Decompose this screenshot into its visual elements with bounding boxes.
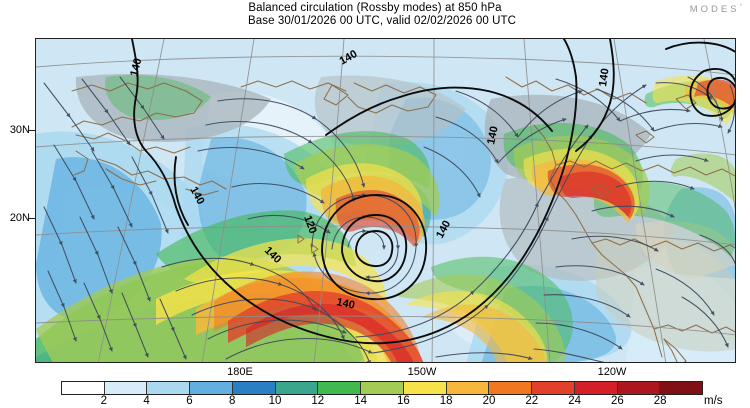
colorbar-swatch [361,382,404,394]
colorbar-swatch [275,382,319,394]
title-block: Balanced circulation (Rossby modes) at 8… [0,2,750,28]
colorbar-swatch [532,382,575,394]
colorbar-tick-label: 28 [653,395,667,407]
figure-subtitle: Base 30/01/2026 00 UTC, valid 02/02/2026… [247,15,517,27]
x-tick-label-120w: 120W [597,366,627,378]
colorbar-swatch [232,382,276,394]
colorbar-swatch [660,382,703,394]
y-tick-mark-20n [29,218,35,220]
contour-label-140: 140 [128,57,144,78]
colorbar-swatch [489,382,533,394]
x-tick-label-150w: 150W [407,366,437,378]
colorbar-tick-label: 8 [228,395,236,407]
colorbar-swatch [147,382,191,394]
colorbar-tick-label: 12 [311,395,325,407]
colorbar-swatch [318,382,362,394]
colorbar-unit-label: m/s [704,395,723,407]
figure-title: Balanced circulation (Rossby modes) at 8… [248,2,502,14]
colorbar-swatch [62,382,105,394]
colorbar-tick-label: 24 [568,395,581,407]
colorbar-tick-label: 10 [268,395,282,407]
colorbar-tick-label: 18 [439,395,453,407]
colorbar-tick-label: 22 [525,395,539,407]
map-plot-area[interactable]: 140 140 140 140 140 140 140 140 120 [35,38,736,363]
colorbar-swatch [617,382,661,394]
colorbar-tick-label: 20 [482,395,496,407]
colorbar-tick-label: 2 [100,395,107,407]
colorbar-tick-label: 16 [396,395,410,407]
contour-label-140: 140 [485,125,501,145]
colorbar-tick-label: 6 [186,395,193,407]
modes-logo-text: MODES [689,4,740,16]
y-tick-label-30n: 30N [9,124,30,136]
modes-logo: MODES° [690,4,742,15]
contour-label-120: 120 [301,214,319,235]
colorbar-swatch [446,382,490,394]
colorbar-tick-label: 4 [143,395,150,407]
contour-label-140: 140 [597,68,611,88]
colorbar-swatch [190,382,233,394]
colorbar-swatch [403,382,447,394]
x-tick-label-180e: 180E [227,366,253,378]
modes-logo-mark: ° [739,4,742,10]
colorbar-swatch [104,382,148,394]
colorbar-tick-label: 14 [354,395,367,407]
y-tick-label-20n: 20N [9,212,30,224]
colorbar-tick-label: 26 [610,395,624,407]
colorbar-swatch [574,382,618,394]
colorbar [61,381,703,395]
contour-label-140: 140 [335,296,355,312]
y-tick-mark-30n [29,130,35,132]
map-canvas: 140 140 140 140 140 140 140 140 120 [36,39,735,362]
